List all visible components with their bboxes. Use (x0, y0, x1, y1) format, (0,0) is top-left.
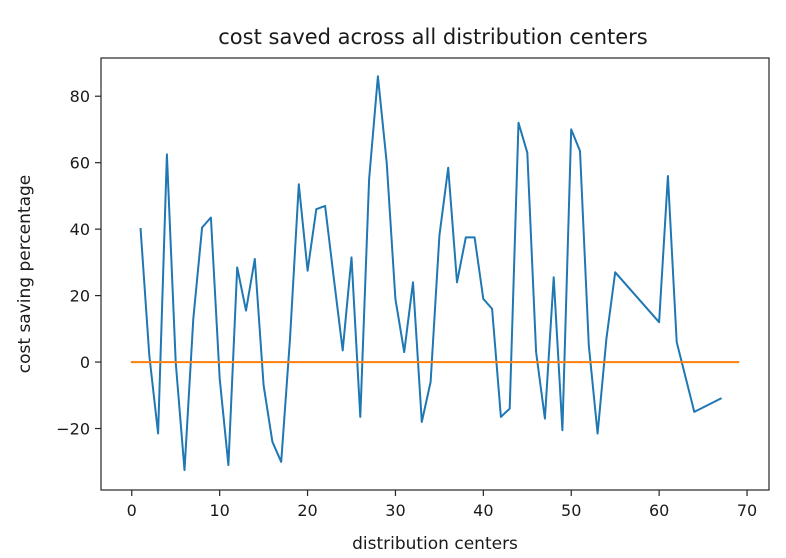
x-tick-label: 20 (297, 501, 317, 520)
x-tick-label: 50 (561, 501, 581, 520)
y-tick-label: 20 (70, 287, 90, 306)
x-tick-label: 0 (127, 501, 137, 520)
plot-frame (100, 57, 770, 491)
y-axis-label: cost saving percentage (15, 175, 35, 373)
x-axis: 0 10 20 30 40 50 60 70 (127, 490, 757, 520)
x-tick-label: 30 (385, 501, 405, 520)
plot-area (130, 75, 740, 472)
y-axis: −20 0 20 40 60 80 (56, 87, 101, 439)
x-tick-label: 40 (473, 501, 493, 520)
x-tick-label: 60 (649, 501, 669, 520)
x-axis-label: distribution centers (352, 534, 518, 554)
chart-title: cost saved across all distribution cente… (218, 25, 647, 49)
y-tick-label: 60 (70, 154, 90, 173)
y-tick-label: 0 (80, 353, 90, 372)
y-tick-label: 40 (70, 220, 90, 239)
series-line-1 (139, 75, 723, 472)
y-tick-label: −20 (56, 420, 90, 439)
x-tick-label: 10 (209, 501, 229, 520)
x-tick-label: 70 (737, 501, 757, 520)
y-tick-label: 80 (70, 87, 90, 106)
